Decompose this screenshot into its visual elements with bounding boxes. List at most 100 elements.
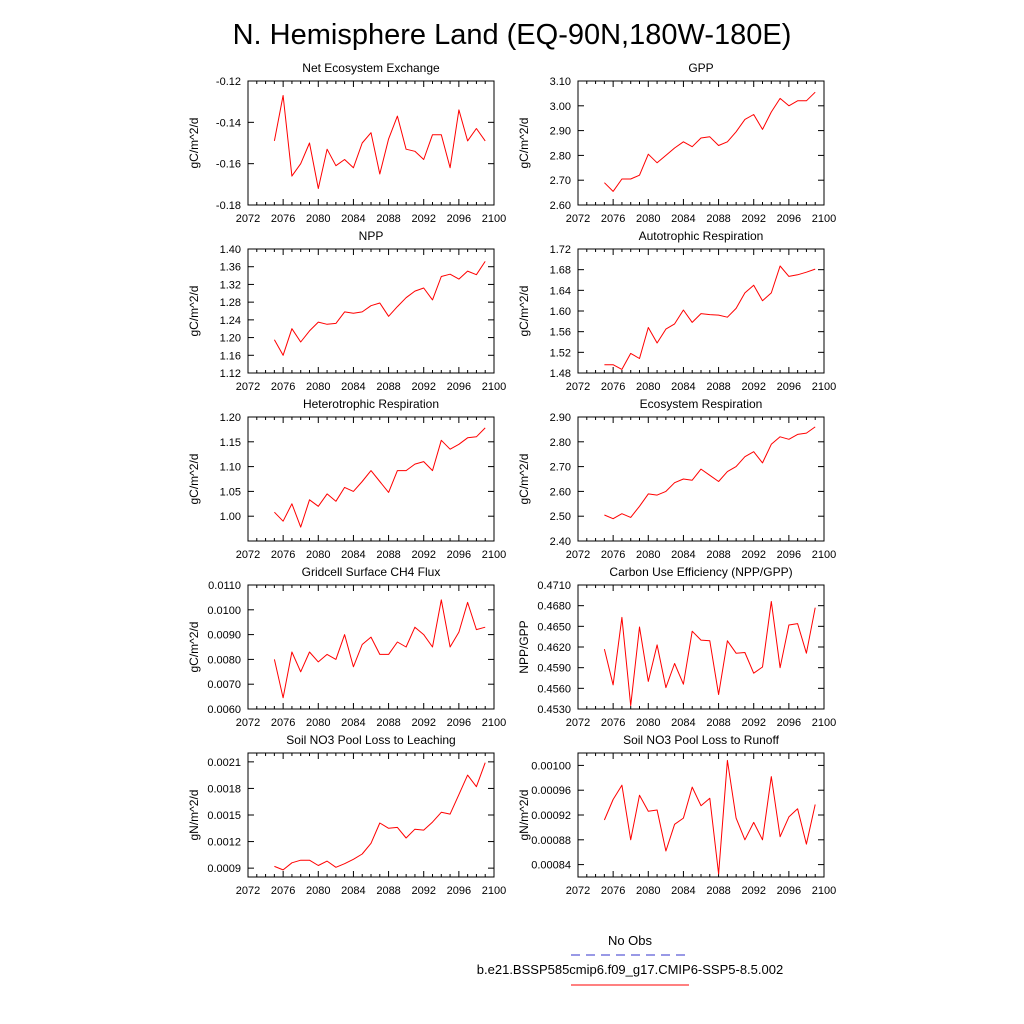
panel-carbon-use-efficiency-npp-gpp: Carbon Use Efficiency (NPP/GPP) 2072 2076 2…: [517, 565, 836, 729]
x-tick-label: 2100: [482, 549, 506, 561]
series-line: [603, 601, 816, 707]
y-tick-label: 0.4590: [537, 663, 571, 675]
x-tick-label: 2100: [812, 213, 836, 225]
y-tick-label: 0.0090: [207, 630, 241, 642]
x-tick-label: 2088: [376, 213, 400, 225]
plot-frame: [247, 752, 495, 878]
x-tick-label: 2076: [271, 717, 295, 729]
panel-net-ecosystem-exchange: Net Ecosystem Exchange 2072 2076 2080 2084 20…: [187, 61, 506, 225]
y-tick-label: 2.70: [550, 462, 571, 474]
x-tick-label: 2084: [671, 549, 695, 561]
x-tick-label: 2100: [482, 717, 506, 729]
plot-frame: [577, 752, 825, 878]
y-tick-label: 0.0012: [207, 837, 241, 849]
panel-title: Heterotrophic Respiration: [303, 397, 439, 411]
x-tick-label: 2080: [306, 717, 330, 729]
x-tick-label: 2100: [482, 885, 506, 897]
x-tick-label: 2096: [777, 381, 801, 393]
legend-run-label: b.e21.BSSP585cmip6.f09_g17.CMIP6-SSP5-8.…: [477, 962, 783, 977]
panel-title: Carbon Use Efficiency (NPP/GPP): [609, 565, 792, 579]
y-tick-label: 1.40: [220, 244, 241, 256]
x-tick-label: 2080: [306, 381, 330, 393]
series-line: [273, 261, 486, 356]
panel-grid: Net Ecosystem Exchange 2072 2076 2080 2084 20…: [187, 61, 836, 897]
x-tick-label: 2076: [271, 381, 295, 393]
panel-title: Soil NO3 Pool Loss to Leaching: [286, 733, 455, 747]
x-tick-label: 2076: [601, 213, 625, 225]
x-tick-label: 2096: [777, 885, 801, 897]
y-tick-label: 0.0080: [207, 654, 241, 666]
x-tick-label: 2080: [636, 381, 660, 393]
y-tick-label: 1.68: [550, 265, 571, 277]
x-tick-label: 2072: [566, 549, 590, 561]
y-tick-label: 1.52: [550, 347, 571, 359]
x-tick-label: 2092: [411, 885, 435, 897]
x-tick-label: 2072: [566, 381, 590, 393]
x-tick-label: 2096: [447, 717, 471, 729]
x-tick-label: 2092: [741, 717, 765, 729]
x-tick-label: 2100: [812, 549, 836, 561]
x-tick-label: 2072: [236, 885, 260, 897]
panel-title: Ecosystem Respiration: [640, 397, 763, 411]
y-axis-label: gC/m^2/d: [187, 286, 201, 337]
x-tick-label: 2096: [777, 213, 801, 225]
y-tick-label: 0.0100: [207, 605, 241, 617]
x-tick-label: 2076: [271, 213, 295, 225]
y-tick-label: 1.60: [550, 306, 571, 318]
x-tick-label: 2096: [777, 549, 801, 561]
page-title: N. Hemisphere Land (EQ-90N,180W-180E): [233, 19, 792, 51]
y-tick-label: 1.05: [220, 486, 241, 498]
x-tick-label: 2080: [306, 549, 330, 561]
panel-autotrophic-respiration: Autotrophic Respiration 2072 2076 2080 2084 2…: [517, 229, 836, 393]
y-tick-label: 1.48: [550, 368, 571, 380]
y-tick-label: 1.36: [220, 262, 241, 274]
panel-ecosystem-respiration: Ecosystem Respiration 2072 2076 2080 2084 208…: [517, 397, 836, 561]
y-tick-label: 0.00092: [531, 810, 571, 822]
y-tick-label: 0.00088: [531, 835, 571, 847]
y-tick-label: 0.00096: [531, 785, 571, 797]
x-tick-label: 2076: [601, 381, 625, 393]
x-tick-label: 2084: [671, 717, 695, 729]
x-tick-label: 2072: [566, 717, 590, 729]
y-tick-label: 1.56: [550, 327, 571, 339]
plot-frame: [247, 248, 495, 374]
series-line: [274, 427, 486, 528]
series-line: [274, 762, 486, 871]
x-tick-label: 2092: [741, 381, 765, 393]
series-line: [604, 265, 816, 370]
y-tick-label: 2.60: [550, 486, 571, 498]
y-tick-label: 1.24: [220, 315, 241, 327]
y-tick-label: -0.18: [216, 200, 241, 212]
x-tick-label: 2080: [306, 885, 330, 897]
y-tick-label: 0.4530: [537, 704, 571, 716]
y-tick-label: 3.00: [550, 101, 571, 113]
x-tick-label: 2100: [812, 381, 836, 393]
panel-title: Net Ecosystem Exchange: [302, 61, 440, 75]
y-tick-label: 1.64: [550, 285, 571, 297]
panel-title: GPP: [688, 61, 713, 75]
x-tick-label: 2088: [376, 717, 400, 729]
x-tick-label: 2072: [236, 381, 260, 393]
y-tick-label: 1.32: [220, 279, 241, 291]
series-line: [273, 599, 486, 699]
x-tick-label: 2076: [601, 885, 625, 897]
y-tick-label: 2.80: [550, 150, 571, 162]
x-tick-label: 2084: [671, 381, 695, 393]
x-tick-label: 2088: [376, 549, 400, 561]
x-tick-label: 2072: [236, 213, 260, 225]
x-tick-label: 2084: [671, 885, 695, 897]
y-tick-label: 0.4620: [537, 642, 571, 654]
x-tick-label: 2096: [447, 549, 471, 561]
x-tick-label: 2092: [741, 885, 765, 897]
y-axis-label: gN/m^2/d: [517, 790, 531, 841]
x-tick-label: 2088: [706, 549, 730, 561]
y-tick-label: 1.28: [220, 297, 241, 309]
panel-soil-no3-pool-loss-to-leaching: Soil NO3 Pool Loss to Leaching 2072 2076 20…: [187, 733, 506, 897]
y-tick-label: 1.12: [220, 368, 241, 380]
x-tick-label: 2072: [566, 213, 590, 225]
x-tick-label: 2092: [411, 213, 435, 225]
x-tick-label: 2084: [341, 717, 365, 729]
series-line: [604, 91, 816, 192]
panel-title: Soil NO3 Pool Loss to Runoff: [623, 733, 780, 747]
